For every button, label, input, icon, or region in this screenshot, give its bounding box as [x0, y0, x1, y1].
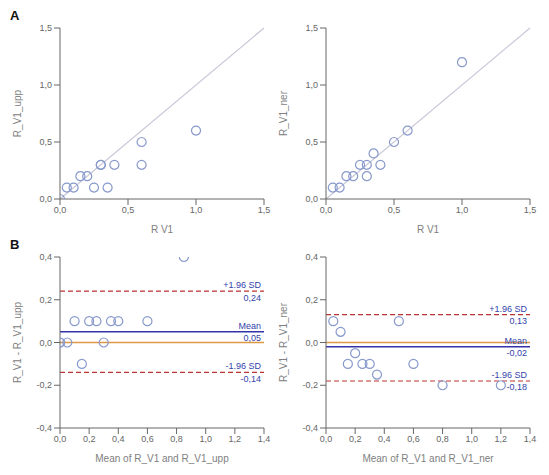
svg-text:0,0: 0,0	[39, 194, 52, 204]
html-text:B: B	[10, 237, 20, 252]
svg-text:0,6: 0,6	[407, 434, 420, 444]
svg-text:0,6: 0,6	[141, 434, 154, 444]
svg-text:0,0: 0,0	[305, 194, 318, 204]
svg-text:-1.96 SD: -1.96 SD	[491, 370, 527, 380]
svg-text:1,0: 1,0	[456, 205, 469, 215]
svg-text:0,2: 0,2	[83, 434, 96, 444]
svg-text:1,5: 1,5	[258, 205, 271, 215]
svg-text:Mean of R_V1 and R_V1_upp: Mean of R_V1 and R_V1_upp	[95, 453, 229, 464]
svg-text:1,5: 1,5	[524, 205, 537, 215]
svg-text:0,0: 0,0	[54, 205, 67, 215]
svg-text:0,0: 0,0	[54, 434, 67, 444]
svg-text:1,0: 1,0	[199, 434, 212, 444]
svg-text:0,4: 0,4	[39, 252, 52, 262]
svg-text:1,4: 1,4	[258, 434, 271, 444]
svg-text:0,4: 0,4	[378, 434, 391, 444]
svg-text:0,8: 0,8	[170, 434, 183, 444]
svg-text:R_V1_ner: R_V1_ner	[278, 90, 289, 136]
svg-text:-1.96 SD: -1.96 SD	[225, 361, 261, 371]
svg-text:0,13: 0,13	[509, 316, 527, 326]
svg-text:0,2: 0,2	[39, 295, 52, 305]
svg-text:1,4: 1,4	[524, 434, 537, 444]
svg-text:-0,4: -0,4	[302, 423, 318, 433]
svg-text:Mean of R_V1 and R_V1_ner: Mean of R_V1 and R_V1_ner	[362, 453, 494, 464]
svg-text:1,0: 1,0	[305, 80, 318, 90]
svg-text:0,05: 0,05	[243, 333, 261, 343]
svg-text:1,2: 1,2	[495, 434, 508, 444]
svg-text:R_V1 - R_V1_upp: R_V1 - R_V1_upp	[12, 301, 23, 383]
svg-text:0,2: 0,2	[349, 434, 362, 444]
svg-text:0,0: 0,0	[305, 338, 318, 348]
svg-text:+1.96 SD: +1.96 SD	[489, 304, 527, 314]
svg-text:-0,18: -0,18	[506, 382, 527, 392]
svg-text:0,24: 0,24	[243, 293, 261, 303]
svg-text:0,4: 0,4	[112, 434, 125, 444]
svg-text:0,5: 0,5	[39, 137, 52, 147]
svg-text:0,0: 0,0	[39, 338, 52, 348]
svg-text:0,0: 0,0	[320, 205, 333, 215]
svg-text:-0,14: -0,14	[240, 374, 261, 384]
svg-text:0,5: 0,5	[122, 205, 135, 215]
svg-text:1,0: 1,0	[190, 205, 203, 215]
svg-text:R_V1_upp: R_V1_upp	[12, 89, 23, 137]
svg-text:-0,02: -0,02	[506, 348, 527, 358]
svg-text:+1.96 SD: +1.96 SD	[223, 280, 261, 290]
svg-text:R V1: R V1	[151, 224, 174, 235]
svg-text:0,4: 0,4	[305, 252, 318, 262]
svg-text:1,5: 1,5	[305, 23, 318, 33]
svg-text:0,2: 0,2	[305, 295, 318, 305]
svg-text:1,2: 1,2	[229, 434, 242, 444]
svg-text:1,0: 1,0	[465, 434, 478, 444]
svg-text:1,0: 1,0	[39, 80, 52, 90]
svg-text:0,8: 0,8	[436, 434, 449, 444]
svg-text:-0,4: -0,4	[36, 423, 52, 433]
svg-text:-0,2: -0,2	[302, 380, 318, 390]
svg-text:-0,2: -0,2	[36, 380, 52, 390]
svg-text:0,5: 0,5	[388, 205, 401, 215]
svg-text:1,5: 1,5	[39, 23, 52, 33]
svg-text:Mean: Mean	[504, 336, 527, 346]
svg-text:Mean: Mean	[238, 321, 261, 331]
html-text:A: A	[10, 8, 20, 23]
svg-text:0,5: 0,5	[305, 137, 318, 147]
svg-text:R_V1 - R_V1_ner: R_V1 - R_V1_ner	[278, 302, 289, 382]
svg-text:0,0: 0,0	[320, 434, 333, 444]
svg-text:R V1: R V1	[417, 224, 440, 235]
